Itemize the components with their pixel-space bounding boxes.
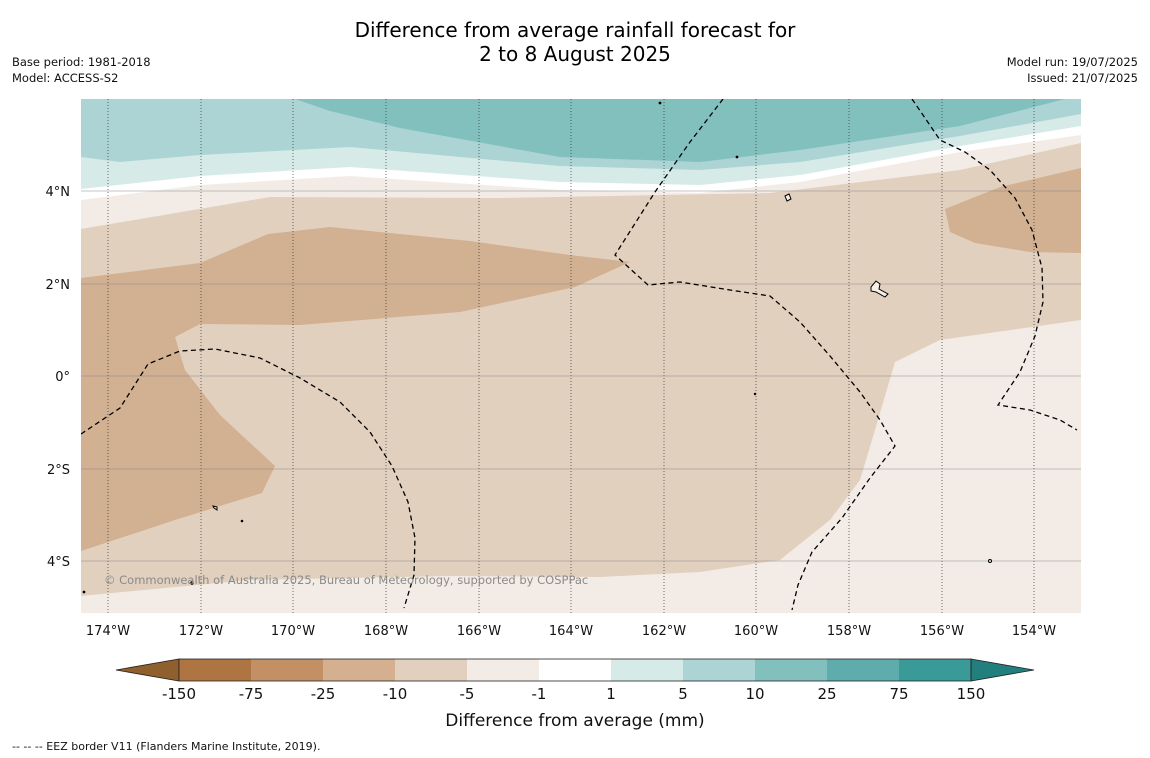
lon-label: 154°W	[1012, 624, 1056, 639]
band-dry-minus10-west	[81, 227, 630, 551]
colorbar-tick-label: -150	[162, 685, 196, 703]
eez-footnote: -- -- -- EEZ border V11 (Flanders Marine…	[12, 740, 321, 753]
lat-label: 2°S	[47, 463, 70, 478]
colorbar-tick-label: -1	[532, 685, 547, 703]
island-dot-3	[753, 392, 757, 396]
colorbar-segment	[899, 659, 971, 681]
island-north	[784, 193, 792, 202]
lat-labels: 4°N 2°N 0° 2°S 4°S	[46, 185, 71, 570]
lon-label: 162°W	[642, 624, 686, 639]
colorbar-extend-high	[970, 658, 1035, 682]
map-area	[81, 99, 1081, 613]
colorbar-tick-label: 25	[817, 685, 836, 703]
gridlines	[81, 99, 1081, 613]
colorbar-frame	[178, 658, 972, 682]
band-dry-minus10-east	[945, 168, 1081, 253]
colorbar-title: Difference from average (mm)	[445, 711, 704, 731]
island-dot-1	[658, 101, 662, 105]
band-wet-10to25	[295, 99, 1065, 162]
lon-label: 166°W	[457, 624, 501, 639]
colorbar-segment	[179, 659, 251, 681]
eez-border-central	[614, 99, 896, 611]
island-dot-2	[735, 155, 739, 159]
colorbar-segment	[539, 659, 611, 681]
colorbar-segment	[611, 659, 683, 681]
colorbar-segment	[395, 659, 467, 681]
issued-date: Issued: 21/07/2025	[1027, 71, 1138, 85]
chart-title: Difference from average rainfall forecas…	[0, 18, 1150, 66]
lon-labels: 174°W 172°W 170°W 168°W 166°W 164°W 162°…	[86, 624, 1056, 639]
eez-border-west	[81, 348, 416, 609]
model-name: Model: ACCESS-S2	[12, 71, 119, 85]
colorbar-segment	[467, 659, 539, 681]
lon-label: 160°W	[734, 624, 778, 639]
lon-label: 156°W	[920, 624, 964, 639]
lat-label: 2°N	[46, 278, 71, 293]
lat-label: 0°	[55, 370, 70, 385]
lon-label: 172°W	[179, 624, 223, 639]
colorbar-segment	[755, 659, 827, 681]
meta-left: Base period: 1981-2018 Model: ACCESS-S2	[12, 54, 151, 86]
model-run: Model run: 19/07/2025	[1006, 55, 1138, 69]
island-dot-6	[988, 559, 992, 563]
colorbar-tick-label: -5	[460, 685, 475, 703]
title-line-1: Difference from average rainfall forecas…	[354, 18, 796, 42]
colorbar-tick-label: 5	[678, 685, 688, 703]
base-period: Base period: 1981-2018	[12, 55, 151, 69]
colorbar-tick-label: 10	[745, 685, 764, 703]
island-dot-5	[190, 581, 194, 585]
colorbar-tick-label: -75	[239, 685, 264, 703]
islands	[82, 101, 992, 594]
colorbar-tick-label: 150	[957, 685, 986, 703]
island-dot-4	[240, 519, 244, 523]
colorbar-segment	[251, 659, 323, 681]
copyright-notice: © Commonwealth of Australia 2025, Bureau…	[104, 573, 589, 587]
colorbar-tick-label: 1	[606, 685, 616, 703]
island-dot-7	[82, 590, 86, 594]
meta-right: Model run: 19/07/2025 Issued: 21/07/2025	[1007, 54, 1138, 86]
island-jarvis	[870, 280, 889, 298]
eez-border-east	[911, 99, 1078, 431]
lon-label: 164°W	[549, 624, 593, 639]
island-southwest	[212, 505, 218, 511]
colorbar-segment	[323, 659, 395, 681]
colorbar: -150 -75 -25 -10 -5 -1 1 5 10 25 75 150 …	[115, 658, 1035, 731]
lat-label: 4°N	[46, 185, 71, 200]
lon-label: 170°W	[271, 624, 315, 639]
colorbar-segment	[683, 659, 755, 681]
eez-borders	[81, 99, 1078, 611]
title-line-2: 2 to 8 August 2025	[479, 42, 671, 66]
lon-label: 158°W	[827, 624, 871, 639]
lon-label: 174°W	[86, 624, 130, 639]
colorbar-tick-label: 75	[889, 685, 908, 703]
colorbar-extend-low	[115, 658, 180, 682]
colorbar-tick-label: -25	[311, 685, 336, 703]
colorbar-tick-label: -10	[383, 685, 408, 703]
colorbar-segment	[827, 659, 899, 681]
lon-label: 168°W	[364, 624, 408, 639]
lat-label: 4°S	[47, 555, 70, 570]
